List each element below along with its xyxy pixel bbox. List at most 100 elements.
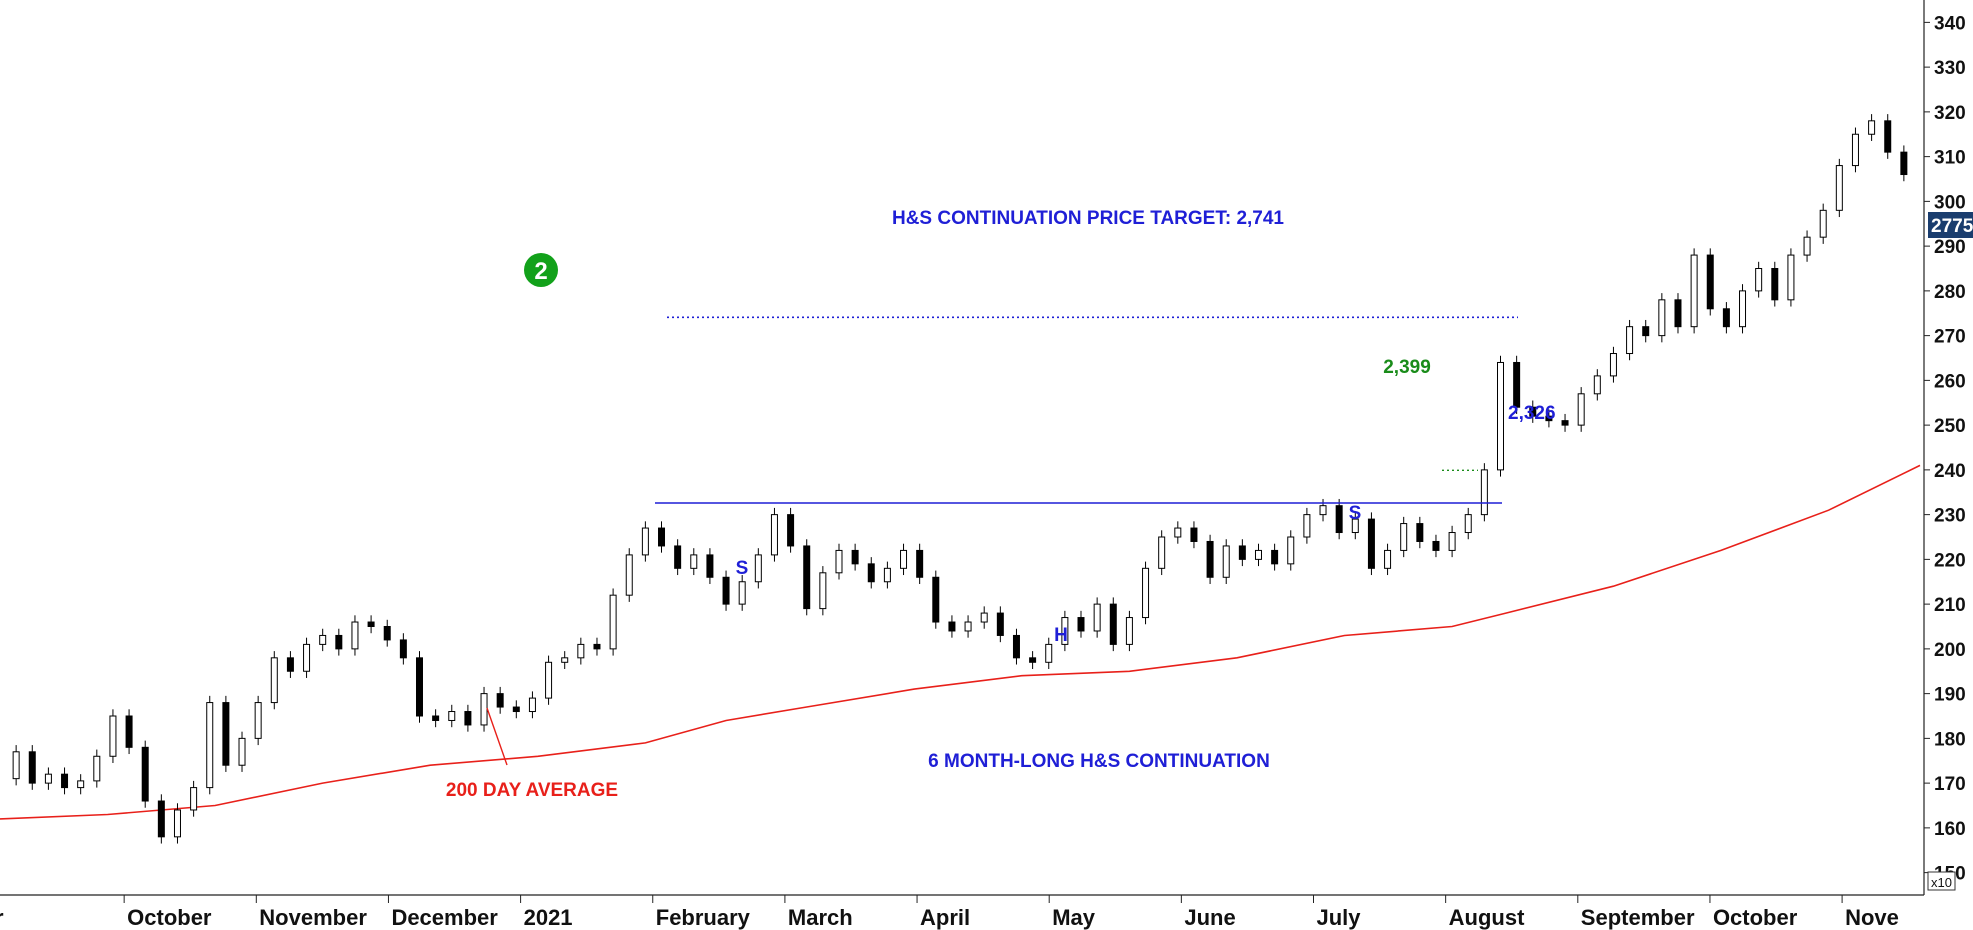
candlestick-series bbox=[12, 114, 1908, 844]
candle-body bbox=[61, 773, 69, 789]
candle-body bbox=[932, 576, 940, 623]
candle-body bbox=[1739, 290, 1747, 328]
y-tick-label: 160 bbox=[1934, 819, 1966, 840]
candle-body bbox=[1787, 254, 1795, 301]
x-tick-label: February bbox=[656, 905, 751, 930]
candle-body bbox=[545, 661, 553, 699]
candle-body bbox=[1012, 634, 1020, 659]
candle-body bbox=[593, 643, 601, 650]
candle-body bbox=[238, 737, 246, 766]
candle-body bbox=[1577, 393, 1585, 426]
y-tick-label: 180 bbox=[1934, 729, 1966, 750]
candle-body bbox=[367, 621, 375, 628]
candle-body bbox=[1125, 617, 1133, 645]
candle-body bbox=[609, 594, 617, 650]
candle-body bbox=[383, 626, 391, 641]
candle-body bbox=[916, 549, 924, 578]
candle-body bbox=[787, 514, 795, 547]
candle-body bbox=[706, 554, 714, 578]
candle-body bbox=[173, 809, 181, 838]
candle-body bbox=[1658, 299, 1666, 337]
y-tick-label: 210 bbox=[1934, 595, 1966, 616]
candle-body bbox=[1642, 326, 1650, 337]
candle-body bbox=[1884, 120, 1892, 153]
candle-body bbox=[1626, 326, 1634, 355]
candle-body bbox=[496, 693, 504, 708]
candle-body bbox=[577, 643, 585, 659]
x-tick-label: April bbox=[920, 905, 970, 930]
candle-body bbox=[1416, 523, 1424, 542]
candle-body bbox=[1432, 540, 1440, 551]
x-axis: r October November December 2021 February Marc… bbox=[0, 895, 1899, 930]
candle-body bbox=[206, 702, 214, 789]
candle-body bbox=[1755, 268, 1763, 292]
y-tick-label: 340 bbox=[1934, 13, 1966, 34]
y-tick-label: 330 bbox=[1934, 58, 1966, 79]
candle-body bbox=[1529, 406, 1537, 417]
candle-body bbox=[1835, 165, 1843, 211]
candle-body bbox=[1335, 505, 1343, 534]
y-tick-label: 290 bbox=[1934, 237, 1966, 258]
candle-body bbox=[738, 581, 746, 605]
step-marker-circle bbox=[524, 253, 558, 287]
candle-body bbox=[222, 702, 230, 766]
candle-body bbox=[448, 711, 456, 721]
y-tick-label: 310 bbox=[1934, 148, 1966, 169]
candle-body bbox=[1497, 361, 1505, 471]
breakout-value-label: 2,399 bbox=[1383, 357, 1431, 378]
y-tick-label: 270 bbox=[1934, 327, 1966, 348]
candle-body bbox=[1851, 133, 1859, 167]
candle-body bbox=[1093, 603, 1101, 632]
pattern-label: 6 MONTH-LONG H&S CONTINUATION bbox=[928, 751, 1270, 772]
candle-body bbox=[1400, 523, 1408, 551]
candle-body bbox=[803, 545, 811, 610]
candle-body bbox=[77, 780, 85, 789]
candle-body bbox=[1464, 514, 1472, 534]
right-shoulder-label: S bbox=[1349, 503, 1362, 524]
y-tick-label: 200 bbox=[1934, 640, 1966, 661]
candle-body bbox=[512, 706, 520, 713]
candle-body bbox=[480, 693, 488, 726]
candle-body bbox=[415, 657, 423, 717]
y-axis: 1501601701801902002102202302402502602702… bbox=[1924, 13, 1966, 885]
candle-body bbox=[1254, 549, 1262, 560]
candle-body bbox=[270, 657, 278, 704]
y-tick-label: 260 bbox=[1934, 371, 1966, 392]
x-tick-label: r bbox=[0, 905, 4, 930]
candle-body bbox=[125, 715, 133, 748]
candle-body bbox=[1029, 657, 1037, 663]
moving-average-label: 200 DAY AVERAGE bbox=[446, 780, 618, 801]
candle-body bbox=[722, 576, 730, 605]
left-shoulder-label: S bbox=[736, 558, 749, 579]
candle-body bbox=[399, 639, 407, 659]
candle-body bbox=[1303, 514, 1311, 538]
candle-body bbox=[190, 787, 198, 811]
y-tick-label: 220 bbox=[1934, 550, 1966, 571]
candle-body bbox=[1109, 603, 1117, 645]
candle-body bbox=[1158, 536, 1166, 569]
x-tick-label: October bbox=[127, 905, 212, 930]
x-tick-label: May bbox=[1052, 905, 1096, 930]
candle-body bbox=[1706, 254, 1714, 310]
candle-body bbox=[1448, 532, 1456, 551]
candle-body bbox=[1722, 308, 1730, 328]
x-tick-label: October bbox=[1713, 905, 1798, 930]
neckline-value-label: 2,326 bbox=[1508, 403, 1556, 424]
candle-body bbox=[93, 755, 101, 782]
candle-body bbox=[1803, 236, 1811, 256]
candle-body bbox=[303, 643, 311, 672]
candle-body bbox=[286, 657, 294, 672]
candle-body bbox=[1287, 536, 1295, 565]
y-tick-label: 320 bbox=[1934, 103, 1966, 124]
candle-body bbox=[980, 612, 988, 623]
candle-body bbox=[109, 715, 117, 757]
candle-body bbox=[1174, 527, 1182, 538]
candle-body bbox=[1674, 299, 1682, 328]
candle-body bbox=[1271, 549, 1279, 565]
x-tick-label: August bbox=[1449, 905, 1525, 930]
candle-body bbox=[464, 711, 472, 726]
current-price-value: 2775 bbox=[1931, 216, 1973, 237]
candle-body bbox=[1480, 469, 1488, 516]
